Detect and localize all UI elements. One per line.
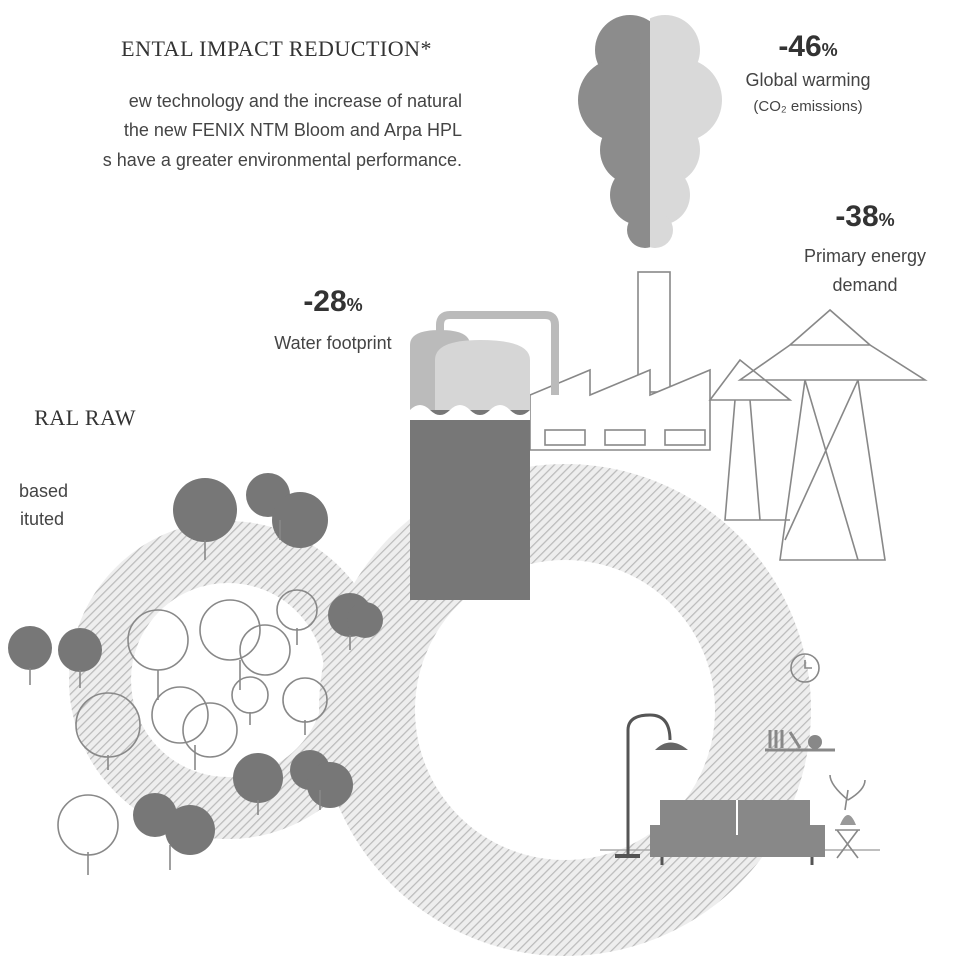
section-heading: RAL RAW	[34, 405, 136, 430]
stat-label: Global warming	[745, 70, 870, 90]
smoke-cloud	[578, 15, 722, 248]
stat-unit: %	[879, 210, 895, 230]
stat-number: -28	[303, 285, 346, 318]
stat-number: -46	[778, 30, 821, 63]
heading: ENTAL IMPACT REDUCTION*	[121, 36, 432, 61]
section-line: based	[19, 481, 68, 501]
stat-value: -46%	[778, 30, 837, 63]
stat-label: Primary energy	[804, 246, 926, 266]
intro-line: s have a greater environmental performan…	[103, 150, 462, 170]
stat-value: -38%	[835, 200, 894, 233]
stat-note: (CO₂ emissions)	[753, 98, 862, 115]
infographic: ENTAL IMPACT REDUCTION* ew technology an…	[0, 0, 961, 960]
stat-number: -38	[835, 200, 878, 233]
stat-label: Water footprint	[274, 333, 391, 353]
section-line: ituted	[20, 509, 64, 529]
stat-note: demand	[832, 275, 897, 295]
stat-value: -28%	[303, 285, 362, 318]
stat-unit: %	[347, 295, 363, 315]
pylons	[710, 310, 925, 560]
intro-line: ew technology and the increase of natura…	[129, 91, 462, 111]
stat-unit: %	[822, 40, 838, 60]
intro-line: the new FENIX NTM Bloom and Arpa HPL	[124, 120, 462, 140]
